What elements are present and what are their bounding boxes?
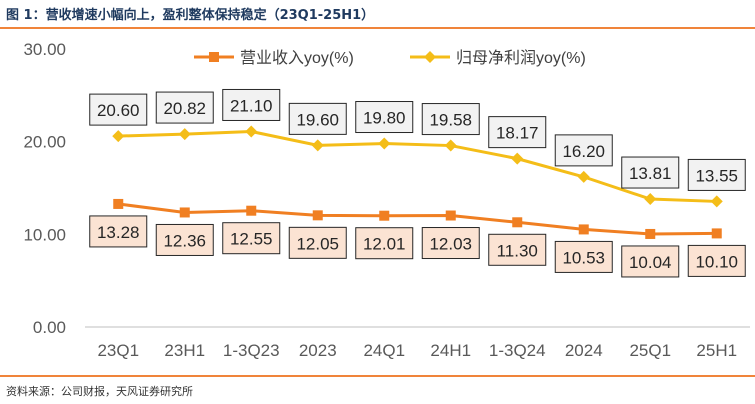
- data-label-box: [288, 102, 347, 135]
- data-point: [378, 137, 391, 150]
- data-label-box: [554, 134, 613, 167]
- data-label-box: [355, 101, 414, 134]
- y-tick-label: 20.00: [23, 133, 66, 152]
- x-tick-label: 2023: [299, 341, 337, 360]
- series-line: [118, 202, 717, 236]
- data-point: [512, 217, 523, 228]
- data-label-box: [155, 91, 214, 124]
- chart-legend: 营业收入yoy(%) 归母净利润yoy(%): [194, 49, 586, 67]
- line-chart: 0.00 10.00 20.00 30.00 23Q1 23H1 1-3Q23 2023 24…: [23, 40, 750, 360]
- data-label-box: [288, 226, 347, 259]
- data-label: 20.82: [163, 99, 206, 118]
- data-label: 16.20: [562, 142, 605, 161]
- x-tick-label: 1-3Q24: [489, 341, 546, 360]
- data-label-box: [89, 215, 148, 248]
- data-label-box: [155, 223, 214, 256]
- data-label: 12.03: [429, 235, 472, 254]
- data-label: 19.60: [296, 110, 339, 129]
- source-note: 资料来源：公司财报，天风证券研究所: [6, 385, 193, 398]
- data-label-box: [222, 222, 281, 255]
- data-label-box: [488, 116, 547, 149]
- series-net-profit-yoy: 20.60 20.82 21.10 19.60 19.80 19.58 18.17 16.20…: [89, 88, 746, 208]
- data-label: 18.17: [496, 124, 539, 143]
- data-point: [245, 125, 258, 138]
- y-tick-label: 0.00: [33, 318, 66, 337]
- data-label: 19.58: [429, 111, 472, 130]
- data-point: [710, 195, 723, 208]
- data-point: [178, 128, 191, 141]
- data-label-box: [687, 244, 746, 277]
- top-rule: [0, 27, 755, 29]
- data-label: 12.05: [296, 234, 339, 253]
- x-tick-label: 25Q1: [629, 341, 671, 360]
- data-point: [645, 228, 656, 239]
- data-label: 12.36: [163, 231, 206, 250]
- data-label-box: [488, 233, 547, 266]
- data-label-box: [421, 227, 480, 260]
- figure-title: 图 1：营收增速小幅向上，盈利整体保持稳定（23Q1-25H1）: [6, 8, 375, 23]
- data-point: [578, 224, 589, 235]
- data-label-box: [621, 245, 680, 278]
- data-label: 10.04: [629, 253, 672, 272]
- legend-label: 归母净利润yoy(%): [456, 49, 586, 67]
- series-revenue-yoy: 13.28 12.36 12.55 12.05 12.01 12.03 11.30 10.53…: [89, 198, 746, 278]
- data-point: [577, 170, 590, 183]
- legend-item: 归母净利润yoy(%): [410, 49, 586, 67]
- x-tick-label: 23Q1: [97, 341, 139, 360]
- y-axis: 0.00 10.00 20.00 30.00: [23, 40, 66, 337]
- data-point: [444, 139, 457, 152]
- legend-square-marker: [209, 52, 219, 62]
- data-label: 10.53: [562, 248, 605, 267]
- x-tick-label: 2024: [565, 341, 603, 360]
- data-label-box: [421, 103, 480, 136]
- legend-label: 营业收入yoy(%): [240, 49, 354, 67]
- data-point: [511, 152, 524, 165]
- series-line: [118, 129, 717, 203]
- data-label: 13.55: [695, 166, 738, 185]
- y-tick-label: 10.00: [23, 225, 66, 244]
- data-label: 10.10: [695, 252, 738, 271]
- data-point: [311, 139, 324, 152]
- data-point: [246, 205, 257, 216]
- x-tick-label: 1-3Q23: [223, 341, 280, 360]
- data-point: [445, 210, 456, 221]
- data-label: 13.28: [97, 223, 140, 242]
- data-label: 12.01: [363, 235, 406, 254]
- data-point: [711, 228, 722, 239]
- data-point: [112, 130, 125, 143]
- data-label: 13.81: [629, 164, 672, 183]
- chart-series: 13.28 12.36 12.55 12.05 12.01 12.03 11.30 10.53…: [89, 88, 746, 278]
- x-tick-label: 24Q1: [363, 341, 405, 360]
- bottom-rule: [0, 375, 755, 377]
- data-point: [644, 193, 657, 206]
- data-label: 19.80: [363, 109, 406, 128]
- legend-diamond-marker: [424, 51, 436, 63]
- y-tick-label: 30.00: [23, 40, 66, 59]
- data-label: 21.10: [230, 96, 273, 115]
- data-label: 11.30: [497, 241, 538, 260]
- data-label-box: [222, 88, 281, 121]
- data-point: [379, 210, 390, 221]
- data-point: [113, 198, 124, 209]
- data-label-box: [621, 156, 680, 189]
- data-point: [312, 210, 323, 221]
- x-tick-label: 23H1: [164, 341, 205, 360]
- x-tick-label: 25H1: [696, 341, 737, 360]
- x-axis: 23Q1 23H1 1-3Q23 2023 24Q1 24H1 1-3Q24 2024 25Q1…: [85, 326, 750, 360]
- data-label: 12.55: [230, 230, 273, 249]
- data-point: [179, 207, 190, 218]
- data-label: 20.60: [97, 101, 140, 120]
- data-label-box: [687, 158, 746, 191]
- data-label-box: [554, 240, 613, 273]
- data-label-box: [355, 227, 414, 260]
- x-tick-label: 24H1: [430, 341, 471, 360]
- data-label-box: [89, 93, 148, 126]
- legend-item: 营业收入yoy(%): [194, 49, 354, 67]
